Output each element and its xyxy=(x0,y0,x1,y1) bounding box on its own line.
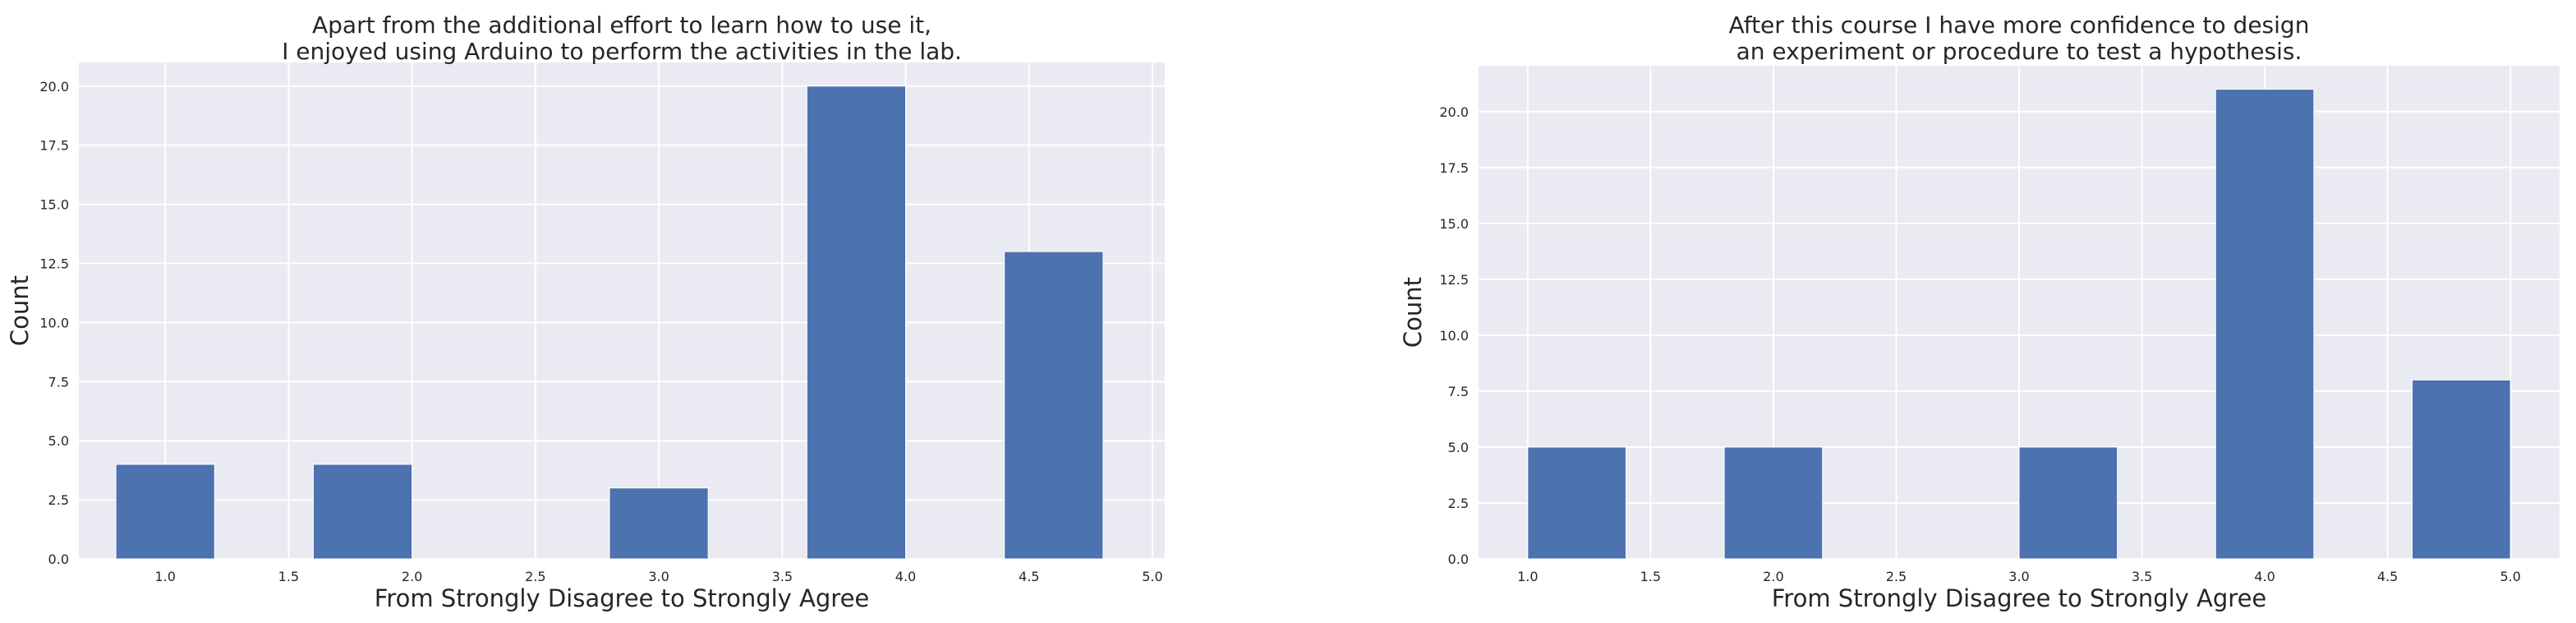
y-tick-label: 2.5 xyxy=(48,492,69,508)
y-tick-label: 12.5 xyxy=(39,256,69,271)
x-tick-label: 5.0 xyxy=(1142,569,1162,584)
y-tick-label: 7.5 xyxy=(48,374,69,390)
plot-area xyxy=(79,62,1165,559)
x-tick-label: 2.5 xyxy=(525,569,545,584)
x-tick-label: 4.0 xyxy=(2254,569,2275,584)
bar-5 xyxy=(2412,379,2511,560)
y-tick-label: 15.0 xyxy=(39,197,69,213)
y-tick-label: 0.0 xyxy=(48,551,69,567)
x-tick-label: 3.0 xyxy=(648,569,669,584)
x-tick-label: 3.5 xyxy=(2132,569,2152,584)
x-axis-label: From Strongly Disagree to Strongly Agree xyxy=(1772,584,2267,612)
bar-5 xyxy=(1004,251,1104,560)
y-tick-label: 15.0 xyxy=(1439,216,1469,232)
y-axis-label: Count xyxy=(1399,277,1427,348)
x-tick-label: 5.0 xyxy=(2500,569,2520,584)
bar-3 xyxy=(2018,446,2118,560)
chart-title-line-1: Apart from the additional effort to lear… xyxy=(312,12,932,39)
y-tick-label: 5.0 xyxy=(1448,440,1469,455)
y-tick-label: 5.0 xyxy=(48,433,69,449)
y-tick-label: 12.5 xyxy=(1439,272,1469,288)
chart-2: 1.0 1.5 2.0 2.5 3.0 3.5 4.0 4.5 5.0 0.0 2.5 5.0 7.5 1… xyxy=(1399,12,2560,612)
bar-4 xyxy=(2215,89,2315,560)
bar-1 xyxy=(115,464,215,560)
x-tick-label: 4.5 xyxy=(1019,569,1039,584)
bar-2 xyxy=(312,464,413,560)
y-axis-label: Count xyxy=(6,275,34,346)
y-tick-label: 0.0 xyxy=(1448,551,1469,567)
x-tick-label: 1.5 xyxy=(1640,569,1661,584)
bar-4 xyxy=(806,85,907,560)
chart-title-line-1: After this course I have more confidence… xyxy=(1729,12,2310,39)
x-tick-label: 1.5 xyxy=(278,569,299,584)
bar-3 xyxy=(609,487,709,560)
y-tick-label: 20.0 xyxy=(1439,104,1469,120)
y-tick-label: 17.5 xyxy=(39,138,69,154)
y-tick-label: 2.5 xyxy=(1448,496,1469,511)
y-tick-label: 17.5 xyxy=(1439,160,1469,176)
x-tick-label: 4.5 xyxy=(2377,569,2398,584)
x-tick-label: 4.0 xyxy=(895,569,916,584)
chart-title-line-2: I enjoyed using Arduino to perform the a… xyxy=(282,38,962,65)
y-tick-label: 7.5 xyxy=(1448,384,1469,399)
x-tick-label: 2.5 xyxy=(1886,569,1907,584)
y-tick-label: 10.0 xyxy=(1439,328,1469,344)
chart-title-line-2: an experiment or procedure to test a hyp… xyxy=(1736,38,2302,65)
x-tick-label: 1.0 xyxy=(154,569,175,584)
y-tick-label: 10.0 xyxy=(39,315,69,330)
x-tick-label: 2.0 xyxy=(1763,569,1783,584)
x-axis-label: From Strongly Disagree to Strongly Agree xyxy=(375,584,870,612)
bar-2 xyxy=(1723,446,1824,560)
x-tick-label: 3.0 xyxy=(2008,569,2029,584)
x-tick-label: 3.5 xyxy=(772,569,793,584)
bar-1 xyxy=(1527,446,1626,560)
y-tick-label: 20.0 xyxy=(39,79,69,95)
x-tick-label: 2.0 xyxy=(402,569,422,584)
x-tick-label: 1.0 xyxy=(1517,569,1538,584)
chart-1: 1.0 1.5 2.0 2.5 3.0 3.5 4.0 4.5 5.0 0.0 2.5 5.0 7.5 1… xyxy=(6,12,1165,612)
